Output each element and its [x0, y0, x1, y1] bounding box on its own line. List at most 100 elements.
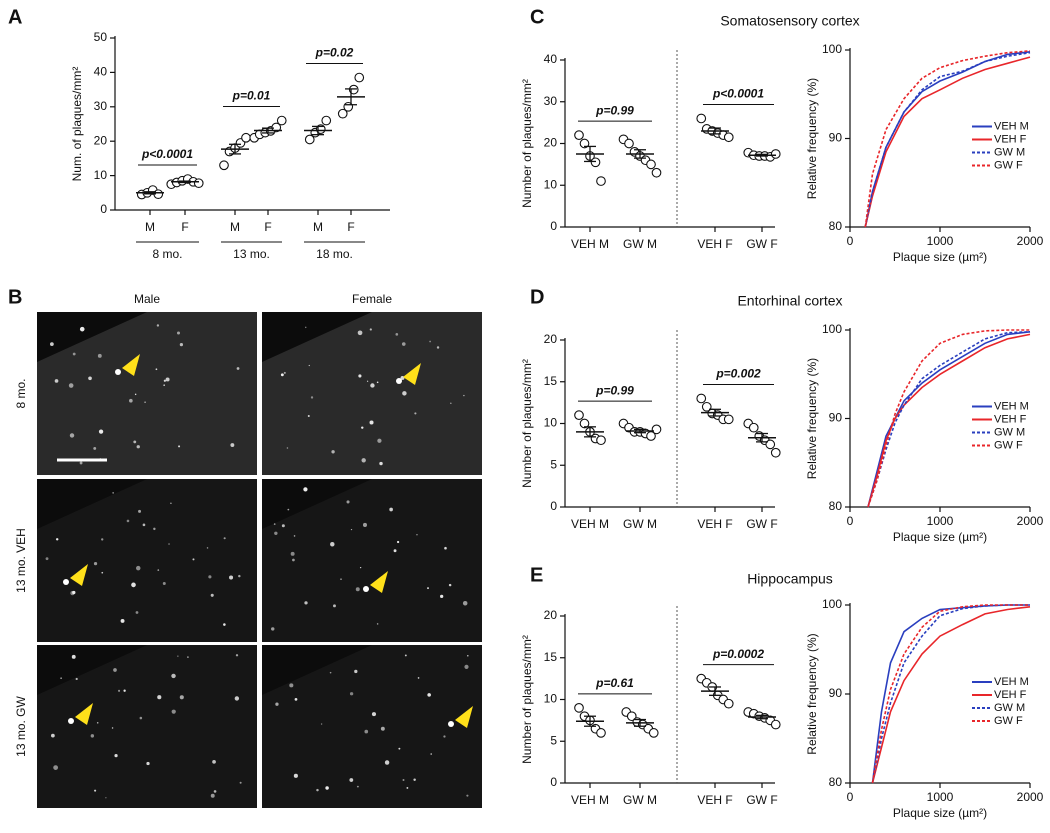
x-tick-label: 0: [847, 514, 854, 528]
plaque: [271, 627, 275, 631]
plaque: [69, 433, 75, 438]
x-tick-label: 2000: [1017, 514, 1044, 528]
data-point: [574, 702, 584, 713]
plaque: [163, 384, 165, 386]
y-axis-label: Number of plaques/mm²: [520, 635, 534, 764]
legend-label: VEH F: [994, 689, 1027, 701]
x-tick-label: 1000: [927, 514, 954, 528]
plaque: [396, 378, 402, 384]
plaque: [155, 368, 158, 371]
arrowhead: [455, 706, 473, 728]
x-tick-label: F: [347, 220, 354, 234]
plaque: [404, 654, 407, 657]
data-point: [596, 176, 606, 186]
plaque: [90, 734, 95, 738]
plaque: [349, 778, 354, 782]
data-point: [624, 138, 634, 149]
plaque: [293, 773, 298, 778]
data-point: [337, 108, 348, 119]
plaque: [68, 383, 74, 388]
plaque: [112, 492, 114, 494]
plaque: [466, 794, 469, 797]
plaque: [370, 383, 375, 388]
plaque: [363, 586, 369, 592]
plaque: [379, 461, 383, 466]
plaque: [176, 331, 180, 335]
arrowhead: [370, 571, 388, 593]
x-tick-label: 2000: [1017, 234, 1044, 248]
arrowhead: [75, 703, 93, 725]
x-tick-label: VEH F: [697, 517, 732, 531]
x-tick-label: VEH M: [571, 517, 609, 531]
cumulative-line: [871, 606, 1031, 784]
plaque: [88, 376, 92, 381]
plaque: [230, 443, 235, 447]
plaque: [281, 524, 285, 528]
plaque: [239, 781, 242, 784]
cumulative-line: [864, 50, 1031, 228]
plaque: [303, 487, 308, 492]
plaque: [72, 352, 76, 356]
legend-label: VEH M: [994, 676, 1029, 688]
plaque: [223, 623, 226, 626]
column-label: Female: [352, 292, 392, 306]
cumulative-line: [867, 329, 1030, 508]
plaque: [60, 677, 62, 679]
y-tick-label: 10: [544, 416, 558, 430]
x-axis-label: Plaque size (µm²): [893, 250, 987, 264]
y-axis-label: Num. of plaques/mm²: [70, 67, 84, 182]
plaque: [354, 669, 358, 674]
plaque: [179, 695, 184, 700]
plaque: [168, 543, 170, 545]
error-bar: [634, 149, 646, 159]
plaque: [389, 507, 393, 512]
tissue-edge: [262, 645, 372, 695]
plaque: [362, 522, 367, 527]
plaque: [71, 654, 76, 659]
data-point: [219, 160, 229, 171]
plaque: [427, 693, 431, 697]
y-tick-label: 100: [822, 42, 842, 56]
plaque: [157, 569, 160, 571]
plaque: [361, 458, 366, 463]
row-label: 8 mo.: [14, 378, 28, 408]
plaque: [133, 440, 137, 444]
y-tick-label: 5: [550, 733, 557, 747]
plaque: [179, 342, 184, 347]
legend-label: VEH M: [994, 120, 1029, 132]
plaque: [63, 579, 69, 585]
legend-label: VEH F: [994, 413, 1027, 425]
legend-label: GW F: [994, 159, 1023, 171]
plaque: [163, 379, 166, 382]
plaque: [361, 426, 364, 429]
plaque: [376, 381, 379, 384]
plaque: [274, 531, 278, 536]
plaque: [187, 656, 189, 658]
plaque: [331, 450, 335, 454]
plaque: [134, 393, 137, 396]
x-tick-label: GW F: [746, 793, 777, 807]
plaque: [402, 391, 407, 396]
plaque: [304, 326, 307, 329]
y-tick-label: 100: [822, 322, 842, 336]
plaque: [427, 587, 429, 590]
arrowhead: [403, 363, 421, 385]
plaque: [105, 797, 107, 799]
plaque: [384, 760, 390, 765]
plaque: [273, 523, 276, 525]
plaque: [357, 330, 363, 336]
plaque: [93, 562, 98, 566]
y-tick-label: 100: [822, 597, 842, 611]
data-point: [626, 711, 637, 722]
plaque: [136, 565, 141, 571]
chart-title: Somatosensory cortex: [720, 13, 859, 29]
data-point: [276, 115, 287, 126]
plaque: [94, 789, 97, 792]
plaque: [308, 364, 310, 367]
y-axis-label: Relative frequency (%): [805, 358, 819, 479]
p-value: p=0.99: [595, 103, 634, 117]
p-value: p=0.0002: [712, 647, 764, 661]
plaque: [406, 786, 409, 789]
x-tick-label: VEH F: [697, 793, 732, 807]
